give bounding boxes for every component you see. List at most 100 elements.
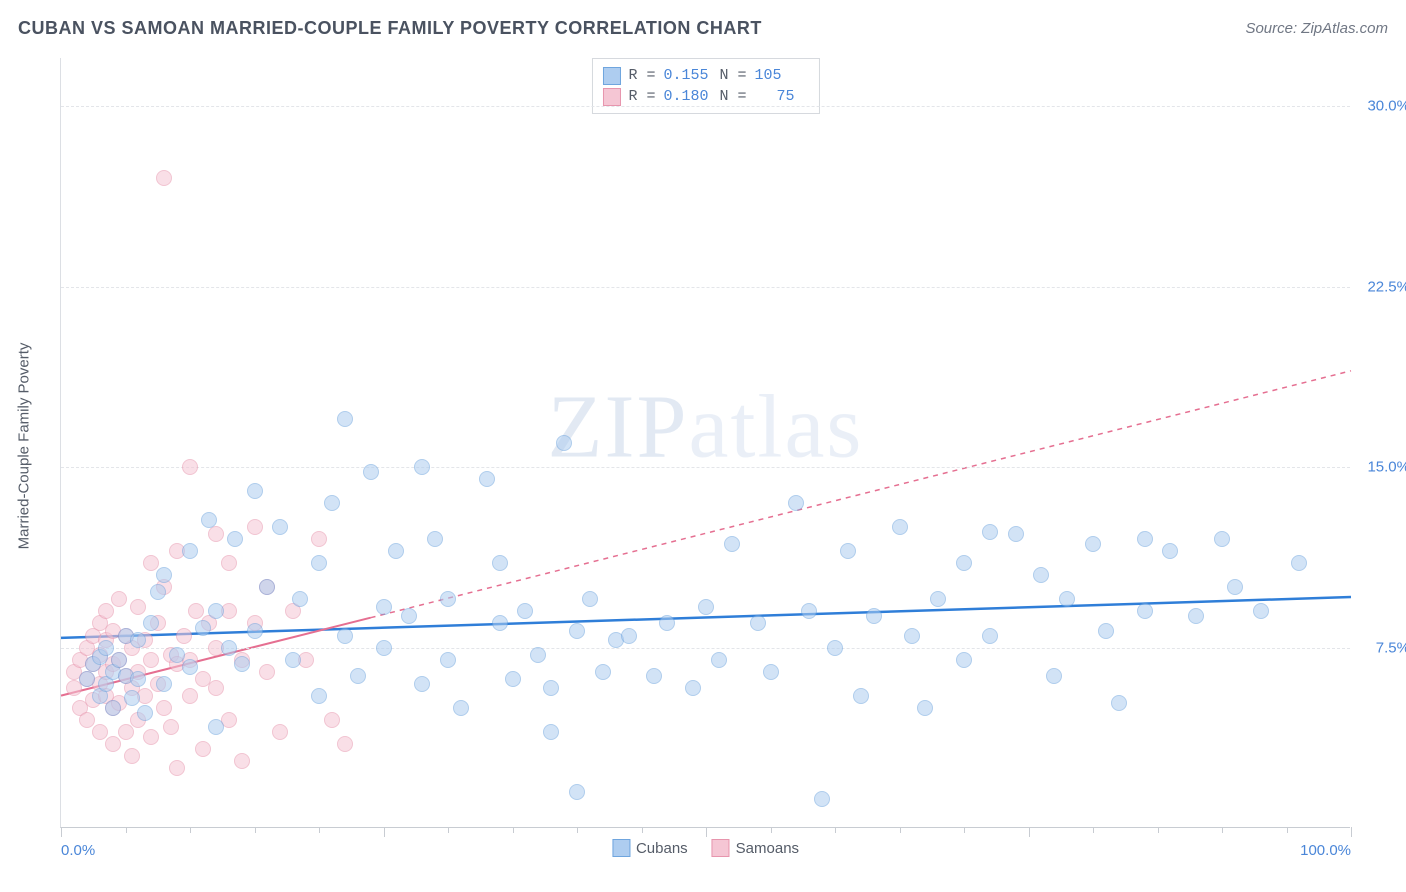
data-point-samoans — [156, 170, 172, 186]
x-axis-label: 0.0% — [61, 842, 95, 859]
data-point-cubans — [750, 615, 766, 631]
watermark: ZIPatlas — [548, 376, 864, 479]
data-point-cubans — [440, 652, 456, 668]
data-point-cubans — [659, 615, 675, 631]
data-point-samoans — [143, 729, 159, 745]
y-axis-label: Married-Couple Family Poverty — [16, 343, 33, 550]
data-point-samoans — [143, 652, 159, 668]
data-point-samoans — [195, 741, 211, 757]
data-point-cubans — [1291, 555, 1307, 571]
x-tick-minor — [900, 827, 901, 833]
data-point-cubans — [866, 608, 882, 624]
data-point-cubans — [247, 623, 263, 639]
title-bar: CUBAN VS SAMOAN MARRIED-COUPLE FAMILY PO… — [18, 18, 1388, 39]
x-tick-minor — [513, 827, 514, 833]
x-axis-label: 100.0% — [1300, 842, 1351, 859]
r-value-cubans: 0.155 — [664, 65, 712, 86]
data-point-cubans — [156, 567, 172, 583]
x-tick-minor — [1093, 827, 1094, 833]
data-point-cubans — [324, 495, 340, 511]
data-point-cubans — [505, 671, 521, 687]
n-value-samoans: 75 — [755, 86, 795, 107]
data-point-cubans — [479, 471, 495, 487]
data-point-cubans — [1098, 623, 1114, 639]
data-point-cubans — [492, 555, 508, 571]
data-point-samoans — [259, 664, 275, 680]
data-point-cubans — [247, 483, 263, 499]
data-point-cubans — [556, 435, 572, 451]
legend-swatch-cubans — [612, 839, 630, 857]
x-tick-minor — [964, 827, 965, 833]
data-point-cubans — [79, 671, 95, 687]
x-tick-major — [384, 827, 385, 837]
data-point-cubans — [143, 615, 159, 631]
x-tick-minor — [835, 827, 836, 833]
data-point-cubans — [814, 791, 830, 807]
data-point-samoans — [79, 712, 95, 728]
data-point-samoans — [130, 599, 146, 615]
legend-label-cubans: Cubans — [636, 840, 688, 857]
plot-area: ZIPatlas R = 0.155 N = 105 R = 0.180 N =… — [60, 58, 1350, 828]
data-point-cubans — [543, 724, 559, 740]
data-point-cubans — [208, 603, 224, 619]
r-label: R = — [628, 86, 655, 107]
data-point-cubans — [111, 652, 127, 668]
data-point-cubans — [208, 719, 224, 735]
data-point-cubans — [1033, 567, 1049, 583]
data-point-cubans — [788, 495, 804, 511]
data-point-cubans — [621, 628, 637, 644]
gridline — [61, 467, 1350, 468]
data-point-cubans — [543, 680, 559, 696]
data-point-cubans — [569, 623, 585, 639]
x-tick-minor — [1222, 827, 1223, 833]
data-point-samoans — [176, 628, 192, 644]
data-point-samoans — [221, 555, 237, 571]
data-point-cubans — [440, 591, 456, 607]
data-point-cubans — [1188, 608, 1204, 624]
data-point-cubans — [698, 599, 714, 615]
data-point-cubans — [492, 615, 508, 631]
data-point-cubans — [569, 784, 585, 800]
trend-line — [371, 371, 1351, 618]
legend-swatch-samoans — [712, 839, 730, 857]
data-point-cubans — [227, 531, 243, 547]
x-tick-minor — [771, 827, 772, 833]
chart-title: CUBAN VS SAMOAN MARRIED-COUPLE FAMILY PO… — [18, 18, 762, 39]
n-value-cubans: 105 — [755, 65, 803, 86]
x-tick-major — [61, 827, 62, 837]
r-value-samoans: 0.180 — [664, 86, 712, 107]
data-point-cubans — [982, 628, 998, 644]
x-tick-minor — [319, 827, 320, 833]
data-point-cubans — [414, 459, 430, 475]
data-point-cubans — [827, 640, 843, 656]
data-point-samoans — [92, 724, 108, 740]
x-tick-major — [1029, 827, 1030, 837]
y-tick-label: 22.5% — [1355, 278, 1406, 295]
data-point-cubans — [259, 579, 275, 595]
data-point-cubans — [234, 656, 250, 672]
data-point-cubans — [892, 519, 908, 535]
data-point-cubans — [711, 652, 727, 668]
data-point-samoans — [208, 526, 224, 542]
data-point-samoans — [324, 712, 340, 728]
data-point-cubans — [1137, 603, 1153, 619]
swatch-cubans — [602, 67, 620, 85]
n-label: N = — [720, 86, 747, 107]
data-point-cubans — [169, 647, 185, 663]
x-tick-minor — [1287, 827, 1288, 833]
data-point-cubans — [595, 664, 611, 680]
data-point-cubans — [292, 591, 308, 607]
gridline — [61, 648, 1350, 649]
data-point-cubans — [904, 628, 920, 644]
data-point-samoans — [182, 459, 198, 475]
x-tick-minor — [642, 827, 643, 833]
data-point-cubans — [1227, 579, 1243, 595]
x-tick-major — [1351, 827, 1352, 837]
data-point-cubans — [1046, 668, 1062, 684]
data-point-samoans — [118, 724, 134, 740]
data-point-cubans — [685, 680, 701, 696]
data-point-cubans — [917, 700, 933, 716]
data-point-cubans — [582, 591, 598, 607]
data-point-cubans — [453, 700, 469, 716]
data-point-cubans — [311, 688, 327, 704]
